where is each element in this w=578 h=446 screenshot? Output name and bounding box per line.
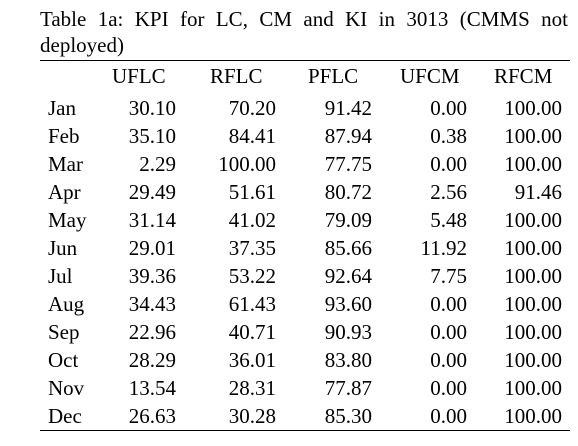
table-cell: 36.01 (228, 348, 276, 372)
table-row: Jun 29.01 37.35 85.66 11.92 100.00 (0, 234, 578, 262)
table-cell: 5.48 (430, 208, 467, 232)
table-cell: 30.10 (128, 96, 176, 120)
column-header-uflc: UFLC (112, 64, 166, 88)
row-month-label: Aug (48, 292, 85, 316)
table-cell: 0.00 (430, 152, 467, 176)
table-cell: 34.43 (128, 292, 176, 316)
table-cell: 28.31 (228, 376, 276, 400)
table-cell: 28.29 (128, 348, 176, 372)
table-row: Jul 39.36 53.22 92.64 7.75 100.00 (0, 262, 578, 290)
table-cell: 100.00 (504, 348, 562, 372)
row-month-label: Jul (48, 264, 73, 288)
table-row: Jan 30.10 70.20 91.42 0.00 100.00 (0, 94, 578, 122)
table-cell: 91.46 (514, 180, 562, 204)
table-cell: 100.00 (504, 208, 562, 232)
row-month-label: Dec (48, 404, 82, 428)
table-cell: 0.00 (430, 320, 467, 344)
table-cell: 90.93 (324, 320, 372, 344)
row-month-label: Jan (48, 96, 76, 120)
table-cell: 100.00 (504, 124, 562, 148)
table-cell: 85.30 (324, 404, 372, 428)
table-cell: 0.00 (430, 404, 467, 428)
table-cell: 53.22 (228, 264, 276, 288)
table-row: Mar 2.29 100.00 77.75 0.00 100.00 (0, 150, 578, 178)
table-cell: 70.20 (228, 96, 276, 120)
table-cell: 13.54 (128, 376, 176, 400)
table-cell: 31.14 (128, 208, 176, 232)
table-cell: 22.96 (128, 320, 176, 344)
table-row: Nov 13.54 28.31 77.87 0.00 100.00 (0, 374, 578, 402)
table-row: Feb 35.10 84.41 87.94 0.38 100.00 (0, 122, 578, 150)
table-row: Apr 29.49 51.61 80.72 2.56 91.46 (0, 178, 578, 206)
table-bottom-rule (40, 430, 570, 431)
table-top-rule (40, 60, 570, 61)
row-month-label: May (48, 208, 87, 232)
table-cell: 100.00 (504, 292, 562, 316)
row-month-label: Jun (48, 236, 78, 260)
table-cell: 92.64 (324, 264, 372, 288)
table-cell: 83.80 (324, 348, 372, 372)
table-row: Dec 26.63 30.28 85.30 0.00 100.00 (0, 402, 578, 430)
table-cell: 77.87 (324, 376, 372, 400)
table-cell: 51.61 (228, 180, 276, 204)
column-header-rflc: RFLC (210, 64, 263, 88)
table-cell: 84.41 (228, 124, 276, 148)
table-row: Oct 28.29 36.01 83.80 0.00 100.00 (0, 346, 578, 374)
table-cell: 37.35 (228, 236, 276, 260)
table-cell: 7.75 (430, 264, 467, 288)
table-cell: 100.00 (504, 152, 562, 176)
table-cell: 100.00 (504, 404, 562, 428)
table-cell: 79.09 (324, 208, 372, 232)
table-cell: 80.72 (324, 180, 372, 204)
column-header-pflc: PFLC (308, 64, 359, 88)
table-cell: 30.28 (228, 404, 276, 428)
table-cell: 26.63 (128, 404, 176, 428)
table-caption: Table 1a: KPI for LC, CM and KI in 3013 … (40, 7, 568, 57)
table-cell: 41.02 (228, 208, 276, 232)
table-cell: 29.01 (128, 236, 176, 260)
table-row: Sep 22.96 40.71 90.93 0.00 100.00 (0, 318, 578, 346)
table-cell: 0.00 (430, 348, 467, 372)
table-cell: 2.29 (139, 152, 176, 176)
table-cell: 77.75 (324, 152, 372, 176)
table-cell: 35.10 (128, 124, 176, 148)
row-month-label: Nov (48, 376, 85, 400)
table-cell: 100.00 (504, 96, 562, 120)
row-month-label: Mar (48, 152, 83, 176)
table-cell: 40.71 (228, 320, 276, 344)
table-cell: 11.92 (420, 236, 467, 260)
table-row: Aug 34.43 61.43 93.60 0.00 100.00 (0, 290, 578, 318)
table-cell: 2.56 (430, 180, 467, 204)
row-month-label: Feb (48, 124, 80, 148)
table-cell: 0.38 (430, 124, 467, 148)
row-month-label: Sep (48, 320, 80, 344)
table-cell: 100.00 (504, 376, 562, 400)
table-cell: 29.49 (128, 180, 176, 204)
table-cell: 100.00 (218, 152, 276, 176)
row-month-label: Oct (48, 348, 79, 372)
table-cell: 0.00 (430, 292, 467, 316)
table-cell: 93.60 (324, 292, 372, 316)
table-cell: 0.00 (430, 376, 467, 400)
table-cell: 100.00 (504, 236, 562, 260)
table-cell: 0.00 (430, 96, 467, 120)
column-header-rfcm: RFCM (494, 64, 553, 88)
table-cell: 100.00 (504, 320, 562, 344)
table-cell: 39.36 (128, 264, 176, 288)
column-header-ufcm: UFCM (400, 64, 460, 88)
table-cell: 100.00 (504, 264, 562, 288)
row-month-label: Apr (48, 180, 81, 204)
table-cell: 85.66 (324, 236, 372, 260)
table-row: May 31.14 41.02 79.09 5.48 100.00 (0, 206, 578, 234)
table-cell: 91.42 (324, 96, 372, 120)
table-cell: 61.43 (228, 292, 276, 316)
table-header-row: UFLC RFLC PFLC UFCM RFCM (0, 62, 578, 90)
table-cell: 87.94 (324, 124, 372, 148)
